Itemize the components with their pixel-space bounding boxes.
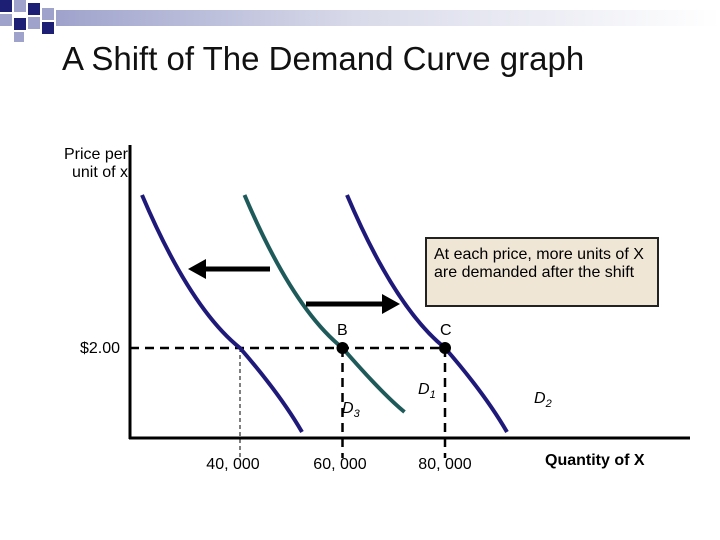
left-shift-arrow-head <box>188 259 206 279</box>
y-axis-label: Price per unit of x <box>30 146 128 182</box>
point-b-marker <box>336 342 349 354</box>
point-c-marker <box>439 342 451 354</box>
y-axis-label-line2: unit of x <box>71 164 128 181</box>
corner-square-6 <box>28 17 40 29</box>
header-gradient-bar <box>56 10 720 26</box>
demand-curve-d3 <box>140 194 304 434</box>
curve-label-d3-sub: 3 <box>353 408 360 421</box>
curve-label-d1-sub: 1 <box>429 389 436 402</box>
page-title: A Shift of The Demand Curve graph <box>62 40 585 77</box>
x-tick-label-80000: 80, 000 <box>418 456 472 473</box>
curve-label-d1-name: D <box>418 381 430 398</box>
x-tick-label-60000: 60, 000 <box>313 456 367 473</box>
corner-square-2 <box>14 0 26 12</box>
corner-square-3 <box>28 3 40 15</box>
x-tick-label-40000: 40, 000 <box>206 456 260 473</box>
x-axis-label: Quantity of X <box>545 452 645 469</box>
corner-square-8 <box>42 22 54 34</box>
price-tick-label: $2.00 <box>79 340 120 357</box>
curve-label-d3: D3 <box>342 400 360 420</box>
curve-label-d1: D1 <box>418 381 436 401</box>
corner-square-4 <box>0 14 12 26</box>
corner-square-9 <box>14 32 24 42</box>
right-shift-arrow-head <box>382 294 400 314</box>
point-label-b: B <box>337 322 348 339</box>
corner-square-7 <box>42 8 54 20</box>
shift-annotation-box: At each price, more units of X are deman… <box>425 237 659 307</box>
corner-square-1 <box>0 0 12 12</box>
curve-label-d2: D2 <box>534 390 552 410</box>
corner-square-5 <box>14 18 26 30</box>
point-label-c: C <box>440 322 452 339</box>
curve-label-d2-name: D <box>534 390 546 407</box>
demand-curve-d1 <box>242 194 406 414</box>
curve-label-d2-sub: 2 <box>545 398 552 411</box>
y-axis-label-line1: Price per <box>63 146 128 163</box>
curve-label-d3-name: D <box>342 400 354 417</box>
